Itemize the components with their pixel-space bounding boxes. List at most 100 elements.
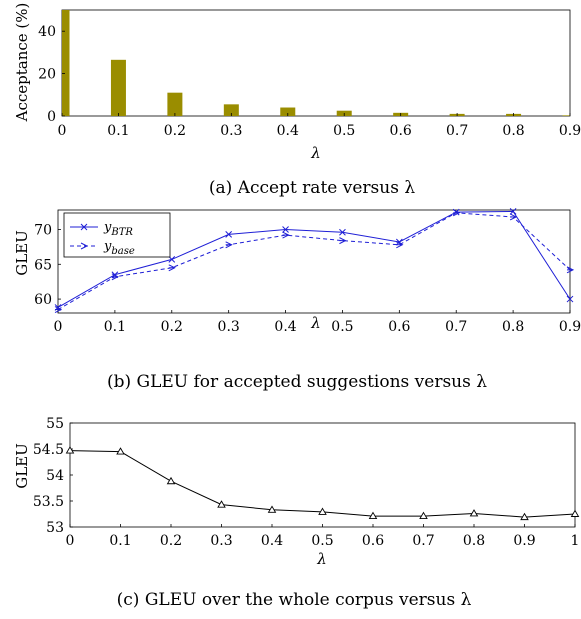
y-tick-label: 65 [34, 257, 52, 273]
x-tick-label: 0.2 [161, 319, 183, 335]
x-tick-label: 0.9 [559, 319, 581, 335]
x-tick-label: 0.9 [559, 123, 581, 139]
bar-0 [62, 10, 70, 116]
point-btr [168, 256, 176, 263]
point-corpus [318, 507, 327, 515]
x-tick-label: 0.5 [311, 533, 333, 549]
y-tick-label: 53.5 [33, 494, 64, 510]
legend-box [63, 212, 171, 258]
bar-0.1 [110, 59, 126, 116]
gleu-corpus-xlabel: λ [316, 550, 327, 568]
gleu-accepted-xlabel: λ [310, 314, 321, 332]
x-tick-label: 0.9 [513, 533, 535, 549]
gleu-accepted-ylabel: GLEU [13, 230, 31, 276]
point-corpus [116, 447, 125, 455]
x-tick-label: 0.6 [362, 533, 384, 549]
x-tick-label: 0.6 [388, 319, 410, 335]
x-tick-label: 0.5 [333, 123, 355, 139]
accept-rate-plot: 0 0.1 0.2 0.3 0.4 0.5 0.6 0.7 0.8 0.9 0 20 40 [38, 9, 581, 139]
bar-0.9 [562, 115, 570, 116]
gleu-accepted-axes [57, 209, 571, 314]
y-tick-label: 54 [46, 468, 64, 484]
bar-0.3 [223, 104, 239, 116]
point-base [168, 264, 176, 272]
panel-b: 0 0.1 0.2 0.3 0.4 0.5 0.6 0.7 0.8 0.9 60 65 70 yBTRyb… [13, 208, 581, 392]
point-btr [225, 231, 233, 238]
y-tick-label: 53 [46, 520, 64, 536]
bar-0.2 [167, 92, 183, 116]
point-base [509, 213, 518, 221]
legend-marker [80, 242, 89, 250]
bar-0.4 [280, 107, 296, 116]
x-tick-label: 0.3 [220, 123, 242, 139]
point-corpus [419, 511, 428, 520]
x-tick-label: 0.4 [277, 123, 299, 139]
x-tick-label: 0.4 [274, 319, 296, 335]
point-base [111, 273, 120, 281]
caption-c: (c) GLEU over the whole corpus versus λ [117, 590, 472, 610]
series-line-corpus [69, 450, 576, 518]
x-tick-label: 0.1 [109, 533, 131, 549]
point-base [339, 237, 347, 245]
point-btr [282, 226, 289, 233]
y-tick-label: 0 [47, 109, 56, 125]
y-tick-label: 60 [34, 292, 52, 308]
x-tick-label: 0 [54, 319, 63, 335]
point-base [54, 306, 63, 313]
x-tick-label: 0.3 [218, 319, 240, 335]
gleu-corpus-ylabel: GLEU [13, 443, 31, 489]
y-tick-label: 70 [34, 222, 52, 238]
panel-a: 0 0.1 0.2 0.3 0.4 0.5 0.6 0.7 0.8 0.9 0 20 40 Accept… [13, 3, 581, 198]
accept-rate-ylabel: Acceptance (%) [13, 3, 31, 123]
x-tick-label: 0 [66, 533, 75, 549]
series-line-base [57, 212, 571, 310]
y-tick-label: 54.5 [33, 442, 64, 458]
x-tick-label: 0.3 [210, 533, 232, 549]
y-tick-label: 40 [38, 24, 56, 40]
point-base [282, 231, 290, 239]
caption-a: (a) Accept rate versus λ [209, 178, 415, 198]
panel-c: 0 0.1 0.2 0.3 0.4 0.5 0.6 0.7 0.8 0.9 1 53 53.5 54 54.… [13, 416, 579, 610]
x-tick-label: 0.7 [446, 123, 468, 139]
x-tick-label: 1 [571, 533, 580, 549]
gleu-accepted-plot: 0 0.1 0.2 0.3 0.4 0.5 0.6 0.7 0.8 0.9 60 65 70 yBTRyb… [34, 208, 581, 335]
point-corpus [368, 511, 378, 520]
y-tick-label: 55 [46, 416, 64, 432]
x-tick-label: 0.8 [502, 319, 524, 335]
x-tick-label: 0.2 [160, 533, 182, 549]
x-tick-label: 0.8 [502, 123, 524, 139]
point-corpus [217, 500, 226, 508]
x-tick-label: 0.5 [331, 319, 353, 335]
x-tick-label: 0.2 [164, 123, 186, 139]
point-base [396, 241, 404, 249]
point-btr [339, 228, 346, 236]
point-btr [566, 295, 574, 303]
point-corpus [469, 509, 479, 517]
x-tick-label: 0.7 [412, 533, 434, 549]
point-corpus [570, 509, 580, 517]
x-tick-label: 0.7 [445, 319, 467, 335]
y-tick-label: 20 [38, 67, 56, 83]
accept-rate-axes [61, 9, 571, 117]
series-line-btr [57, 210, 571, 308]
accept-rate-xlabel: λ [310, 144, 321, 162]
point-corpus [520, 512, 529, 521]
gleu-corpus-plot: 0 0.1 0.2 0.3 0.4 0.5 0.6 0.7 0.8 0.9 1 53 53.5 54 54.… [33, 416, 580, 549]
point-corpus [65, 446, 75, 454]
point-corpus [267, 505, 277, 513]
x-tick-label: 0.8 [463, 533, 485, 549]
x-tick-label: 0.1 [107, 123, 129, 139]
legend-marker [80, 223, 88, 231]
point-corpus [166, 476, 176, 485]
x-tick-label: 0 [58, 123, 67, 139]
x-tick-label: 0.4 [261, 533, 283, 549]
point-btr [509, 208, 517, 215]
caption-b: (b) GLEU for accepted suggestions versus… [107, 372, 487, 392]
x-tick-label: 0.1 [104, 319, 126, 335]
point-base [452, 209, 461, 217]
point-base [566, 266, 575, 274]
point-base [225, 241, 233, 249]
x-tick-label: 0.6 [390, 123, 412, 139]
